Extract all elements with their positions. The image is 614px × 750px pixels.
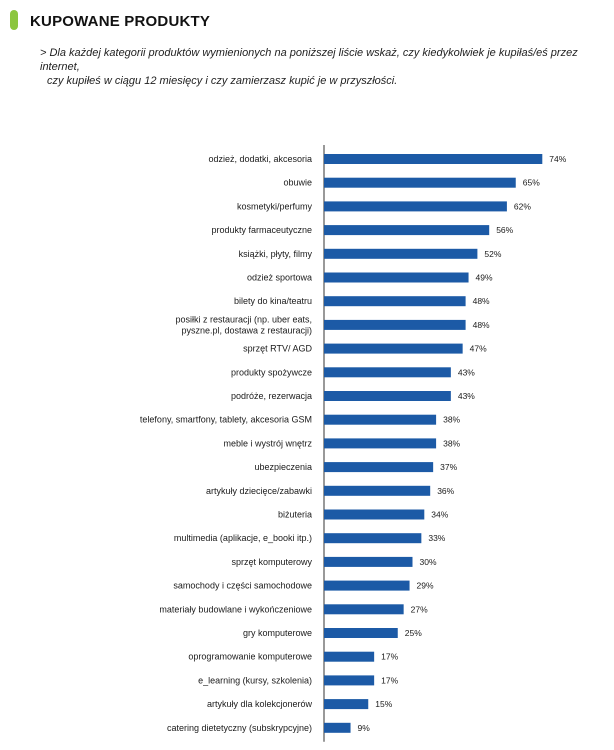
category-label: ubezpieczenia [254,462,312,472]
category-label: materiały budowlane i wykończeniowe [159,604,312,614]
bar [324,225,490,236]
bar [324,296,466,307]
bar [324,675,375,686]
category-label: kosmetyki/perfumy [237,201,313,211]
bar-value-label: 37% [440,462,457,472]
bar-value-label: 9% [358,723,371,733]
category-label: oprogramowanie komputerowe [188,652,312,662]
bar [324,604,404,615]
bar-value-label: 36% [437,486,454,496]
bar-value-label: 25% [405,628,422,638]
category-label: catering dietetyczny (subskrypcyjne) [167,723,312,733]
category-label: e_learning (kursy, szkolenia) [198,675,312,685]
bar [324,556,413,567]
bar [324,580,410,591]
bar-value-label: 49% [476,273,493,283]
category-label: gry komputerowe [243,628,312,638]
category-label: obuwie [283,178,312,188]
bar [324,248,478,259]
bar-value-label: 30% [420,557,437,567]
bar [324,391,451,401]
bar [324,154,543,164]
bar [324,462,434,473]
bar [324,272,469,283]
category-label: posiłki z restauracji (np. uber eats, [175,314,312,324]
bar [324,414,437,425]
bar [324,651,375,662]
bar-value-label: 43% [458,367,475,377]
category-label: meble i wystrój wnętrz [223,438,312,448]
category-label: odzież, dodatki, akcesoria [208,154,312,164]
bar [324,177,516,188]
category-label: biżuteria [278,510,312,520]
bar-value-label: 27% [411,604,428,614]
bar-value-label: 56% [496,225,513,235]
bar [324,201,507,212]
category-label: pyszne.pl, dostawa z restauracji) [181,325,312,335]
chart-question: > Dla każdej kategorii produktów wymieni… [40,46,610,88]
bar-value-label: 34% [431,510,448,520]
bar [324,319,466,330]
bar [324,438,437,449]
bar-value-label: 29% [417,581,434,591]
category-label: książki, płyty, filmy [239,249,313,259]
question-line-2: czy kupiłeś w ciągu 12 miesięcy i czy za… [47,75,398,87]
question-line-1: > Dla każdej kategorii produktów wymieni… [40,47,578,73]
bar-value-label: 43% [458,391,475,401]
category-label: produkty farmaceutyczne [211,225,312,235]
category-label: telefony, smartfony, tablety, akcesoria … [140,415,312,425]
category-label: sprzęt komputerowy [231,557,312,567]
category-label: sprzęt RTV/ AGD [243,344,312,354]
bar-value-label: 47% [470,344,487,354]
category-label: odzież sportowa [247,273,312,283]
bar-value-label: 38% [443,415,460,425]
bar-value-label: 62% [514,201,531,211]
accent-pill [10,10,18,30]
bar-value-label: 38% [443,438,460,448]
bar [324,699,369,710]
bar [324,367,451,378]
bar-value-label: 17% [381,675,398,685]
category-label: produkty spożywcze [231,367,312,377]
category-label: artykuły dla kolekcjonerów [207,699,313,709]
bar-value-label: 33% [428,533,445,543]
bar-value-label: 48% [473,320,490,330]
bar-value-label: 48% [473,296,490,306]
category-label: samochody i części samochodowe [173,581,312,591]
bar-value-label: 74% [549,154,566,164]
bar [324,509,425,520]
bar [324,628,398,638]
bar [324,485,431,496]
category-label: bilety do kina/teatru [234,296,312,306]
bar-value-label: 17% [381,652,398,662]
category-label: podróże, rezerwacja [231,391,312,401]
bar [324,533,422,544]
bar-value-label: 52% [484,249,501,259]
bar-value-label: 65% [523,178,540,188]
page-title: KUPOWANE PRODUKTY [30,13,211,30]
category-label: artykuły dziecięce/zabawki [206,486,312,496]
category-label: multimedia (aplikacje, e_booki itp.) [174,533,312,543]
bar [324,343,463,354]
bar-value-label: 15% [375,699,392,709]
bar [324,722,351,733]
